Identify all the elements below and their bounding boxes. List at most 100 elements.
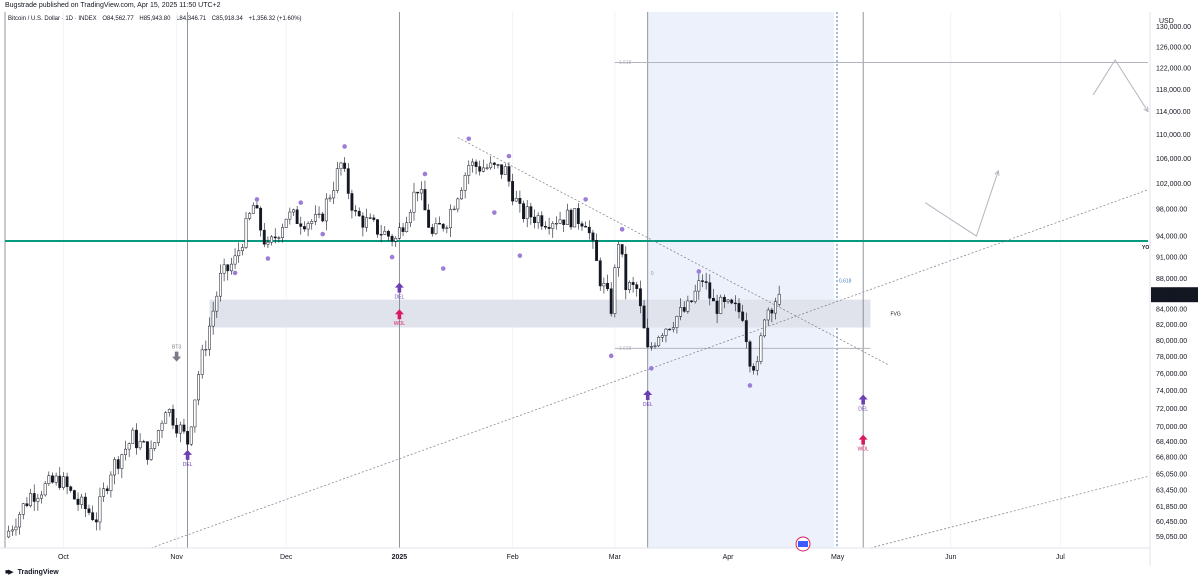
candle[interactable] <box>94 519 98 523</box>
candle[interactable] <box>156 430 160 443</box>
price-chart[interactable]: 0.618 0 FVG YO 1.618 1.618 BT3 DEL DEL WOL DEL DE… <box>0 0 1200 566</box>
candle[interactable] <box>686 300 690 312</box>
candle[interactable] <box>646 327 650 348</box>
candle[interactable] <box>306 223 310 230</box>
candle[interactable] <box>164 412 168 424</box>
candle[interactable] <box>547 226 551 229</box>
candle[interactable] <box>116 459 120 469</box>
candle[interactable] <box>248 213 252 219</box>
candle[interactable] <box>492 162 496 165</box>
candle[interactable] <box>299 223 303 227</box>
candle[interactable] <box>335 168 339 191</box>
candle[interactable] <box>226 264 230 272</box>
candle[interactable] <box>668 328 672 331</box>
candle[interactable] <box>215 295 219 312</box>
candle[interactable] <box>127 443 131 450</box>
candle[interactable] <box>255 205 259 209</box>
candle[interactable] <box>259 207 263 231</box>
candle[interactable] <box>135 429 138 449</box>
candle[interactable] <box>507 166 511 182</box>
candle[interactable] <box>237 250 241 257</box>
candle[interactable] <box>558 219 562 224</box>
candle[interactable] <box>544 225 547 228</box>
candle[interactable] <box>744 320 748 343</box>
candle[interactable] <box>51 475 54 483</box>
candle[interactable] <box>40 494 43 499</box>
candle[interactable] <box>339 162 343 169</box>
candle[interactable] <box>551 223 555 229</box>
candle[interactable] <box>200 349 204 375</box>
candle[interactable] <box>511 181 515 202</box>
candle[interactable] <box>346 168 350 194</box>
candle[interactable] <box>25 503 29 507</box>
candle[interactable] <box>540 215 544 227</box>
candle[interactable] <box>124 448 127 455</box>
candle[interactable] <box>573 208 577 228</box>
candle[interactable] <box>620 244 624 255</box>
candle[interactable] <box>726 299 730 302</box>
candle[interactable] <box>733 302 737 305</box>
candle[interactable] <box>240 247 244 252</box>
candle[interactable] <box>317 213 321 216</box>
candle[interactable] <box>478 166 482 172</box>
candle[interactable] <box>244 218 248 248</box>
candle[interactable] <box>54 475 58 483</box>
candle[interactable] <box>525 206 529 220</box>
candle[interactable] <box>197 374 200 401</box>
candle[interactable] <box>189 426 193 445</box>
candle[interactable] <box>708 282 712 299</box>
candle[interactable] <box>131 429 135 444</box>
candle[interactable] <box>390 235 394 242</box>
candle[interactable] <box>770 309 774 314</box>
candle[interactable] <box>292 209 295 213</box>
candle[interactable] <box>18 514 22 528</box>
candle[interactable] <box>638 288 642 307</box>
candle[interactable] <box>730 299 734 304</box>
candle[interactable] <box>715 300 719 314</box>
candle[interactable] <box>719 296 723 314</box>
candle[interactable] <box>372 217 376 220</box>
candle[interactable] <box>460 190 463 200</box>
candle[interactable] <box>712 297 715 302</box>
candle[interactable] <box>153 442 157 449</box>
candle[interactable] <box>310 221 314 224</box>
candle[interactable] <box>303 226 306 230</box>
candle[interactable] <box>693 290 697 302</box>
candle[interactable] <box>113 459 116 476</box>
candle[interactable] <box>171 408 175 426</box>
candle[interactable] <box>332 190 336 199</box>
candle[interactable] <box>748 341 752 367</box>
candle[interactable] <box>328 197 332 200</box>
candle[interactable] <box>649 346 653 348</box>
candle[interactable] <box>766 309 770 321</box>
candle[interactable] <box>602 283 606 287</box>
candle[interactable] <box>631 282 635 285</box>
candle[interactable] <box>565 209 569 225</box>
candle[interactable] <box>763 319 767 337</box>
candle[interactable] <box>109 474 113 492</box>
candle[interactable] <box>514 197 518 202</box>
candle[interactable] <box>722 296 726 302</box>
candle[interactable] <box>219 272 222 297</box>
candle[interactable] <box>182 424 186 432</box>
candle[interactable] <box>587 226 591 234</box>
candle[interactable] <box>408 212 412 224</box>
candle[interactable] <box>489 162 493 169</box>
candle[interactable] <box>701 280 704 282</box>
candle[interactable] <box>467 165 471 176</box>
candle[interactable] <box>281 227 284 238</box>
candle[interactable] <box>481 167 485 172</box>
candle[interactable] <box>361 215 365 228</box>
candle[interactable] <box>752 366 756 371</box>
candle[interactable] <box>350 193 354 211</box>
candle[interactable] <box>474 161 478 167</box>
candle[interactable] <box>741 311 745 321</box>
candle[interactable] <box>704 281 708 283</box>
candle[interactable] <box>427 209 431 228</box>
candle[interactable] <box>653 345 657 347</box>
candle[interactable] <box>354 210 358 212</box>
candle[interactable] <box>273 236 277 239</box>
candle[interactable] <box>419 189 423 194</box>
candle[interactable] <box>61 476 65 488</box>
candle[interactable] <box>416 191 420 194</box>
